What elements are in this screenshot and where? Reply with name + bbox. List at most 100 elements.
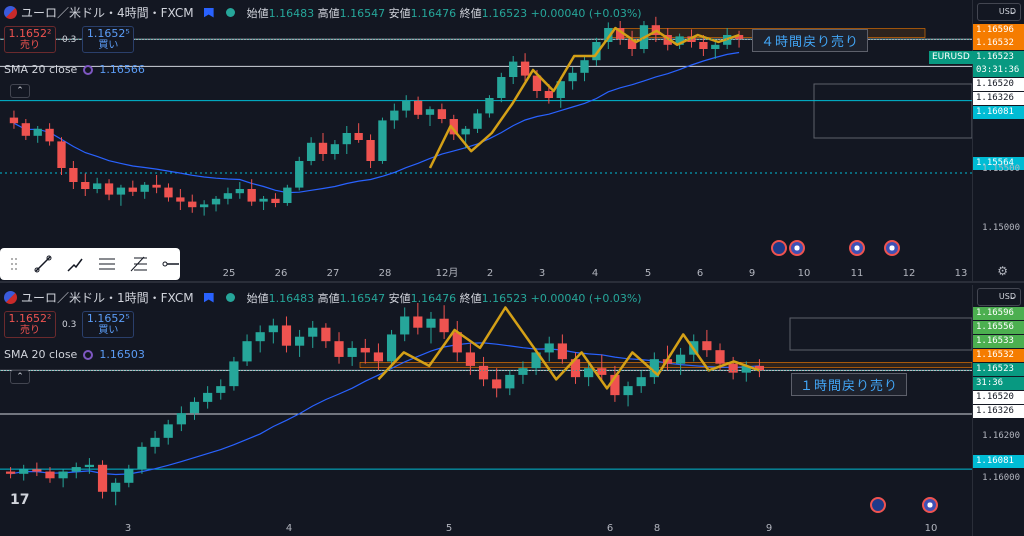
chart-pane-1h[interactable]: ユーロ／米ドル・1時間・FXCM 始値1.16483 高値1.16547 安値1… [0,285,1024,536]
grip-icon[interactable] [8,254,20,274]
date-label: 5 [445,523,453,534]
candle [728,356,738,380]
candle-body [33,128,42,136]
time-axis-4h[interactable]: 25 26 27 28 12月 2 3 4 5 6 9 10 11 12 13 [0,265,972,281]
candle [92,177,102,194]
candle [366,134,375,168]
candle [373,343,384,371]
candle-body [449,119,458,135]
date-label: 3 [538,268,546,279]
candle-body [176,197,185,202]
candle [497,72,506,103]
candle-body [597,368,607,375]
us-event-icon[interactable] [849,240,865,256]
candle-body [116,187,126,195]
candle [21,119,30,140]
candle [676,347,686,375]
candle-body [330,144,340,154]
currency-select[interactable]: USD ⌄ [977,3,1021,21]
sma-legend[interactable]: SMA 20 close 1.16566 [4,63,145,76]
horizontal-lines-tool-icon[interactable] [98,254,116,274]
date-label: 27 [326,268,340,279]
tradingview-logo[interactable]: 17 [10,492,30,508]
currency-select[interactable]: USD ⌄ [977,288,1021,306]
candle-body [92,183,102,189]
candle-body [271,198,280,203]
candle-body [247,189,256,202]
ohlc-readout: 始値1.16483 高値1.16547 安値1.16476 終値1.16523 … [246,6,642,20]
candle [216,379,226,400]
us-event-icon[interactable] [922,497,938,513]
trade-buttons-4h: 1.1652² 売り 0.3 1.1652⁵ 買い [4,26,135,53]
candle [163,419,173,445]
buy-button[interactable]: 1.1652⁵ 買い [82,311,135,338]
eurusd-symbol-icon[interactable] [4,6,17,19]
candle-body [45,471,55,479]
candle [321,323,331,348]
sell-button[interactable]: 1.1652² 売り [4,26,56,53]
us-event-icon[interactable] [884,240,900,256]
candle [9,110,19,129]
buy-button[interactable]: 1.1652⁵ 買い [82,26,135,53]
sell-button[interactable]: 1.1652² 売り [4,311,56,338]
horizontal-ray-tool-icon[interactable] [162,254,180,274]
candle [568,67,577,90]
candle [702,329,712,357]
candle [330,140,340,160]
candle-body [45,128,54,142]
candle-body [5,471,16,474]
indicator-settings-icon[interactable] [83,64,94,75]
candle-body [465,352,475,366]
chart-title[interactable]: ユーロ／米ドル・1時間・FXCM [21,291,194,305]
chart-pane-4h[interactable]: ユーロ／米ドル・4時間・FXCM 始値1.16483 高値1.16547 安値1… [0,0,1024,283]
collapse-legend-button[interactable]: ⌃ [10,84,30,98]
candle [295,329,305,357]
candle-body [211,198,221,205]
time-axis-1h[interactable]: 3 4 5 6 8 9 10 [0,520,972,536]
candle-body [268,325,278,333]
price-label: 1.16532 [973,37,1024,50]
trend-line-tool-icon[interactable] [34,254,52,274]
market-open-icon [225,293,235,302]
eurusd-symbol-icon[interactable] [4,291,17,304]
bookmark-icon[interactable] [203,292,214,303]
price-label: 31:36 [973,377,1024,390]
eu-event-icon[interactable] [870,497,886,513]
date-label: 4 [285,523,293,534]
candle-body [104,183,114,195]
candle [306,137,316,166]
candle [636,370,646,393]
candle-body [544,91,554,98]
candle-body [223,193,233,199]
chart-title[interactable]: ユーロ／米ドル・4時間・FXCM [21,6,194,20]
settings-gear-icon[interactable]: ⚙ [997,264,1008,278]
price-label: 1.16326 [973,92,1024,105]
chart-plot-1h[interactable] [0,285,972,536]
candle-body [255,332,265,342]
sma-legend[interactable]: SMA 20 close 1.16503 [4,348,145,361]
candle [437,103,447,124]
annotation-note[interactable]: ４時間戻り売り [752,29,869,52]
candle-body [81,182,90,189]
candle-body [478,365,489,380]
candle [627,30,637,56]
collapse-legend-button[interactable]: ⌃ [10,370,30,384]
bookmark-icon[interactable] [203,7,214,18]
eu-event-icon[interactable] [771,240,787,256]
price-axis-4h[interactable]: USD ⌄ 1.16596 1.16532 1.16523 03:31:36 1.1652… [972,0,1024,281]
candle [247,179,256,206]
candle [164,183,173,202]
candle-body [413,316,423,328]
price-axis-1h[interactable]: USD ⌄ 1.16596 1.16556 1.16533 1.16532 1.16523… [972,285,1024,536]
range-box [789,317,972,351]
us-event-icon[interactable] [789,240,805,256]
candle-body [610,374,620,396]
candle [45,123,54,146]
fib-tool-icon[interactable] [130,254,148,274]
indicator-settings-icon[interactable] [83,349,94,360]
candle [610,365,620,402]
annotation-note[interactable]: １時間戻り売り [791,373,908,396]
ray-tool-icon[interactable] [66,254,84,274]
candle [616,21,625,45]
candle-body [390,110,399,121]
